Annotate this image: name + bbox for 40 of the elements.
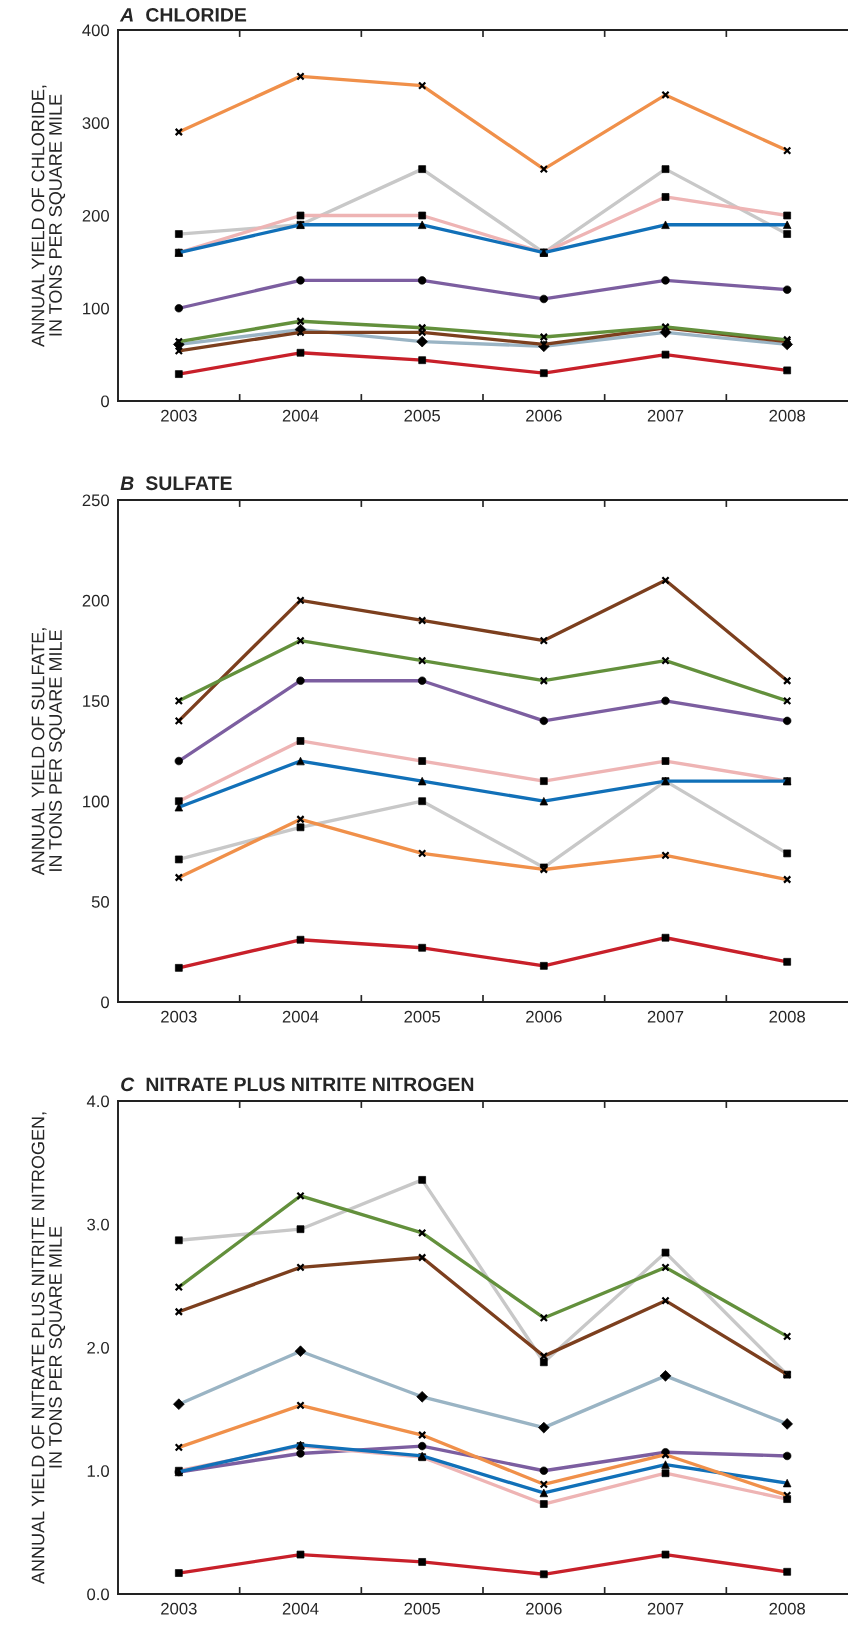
y-tick-label: 4.0: [86, 1095, 110, 1108]
y-axis-title: ANNUAL YIELD OF SULFATE, IN TONS PER SQUARE MILE: [31, 628, 66, 876]
x-tick-label: 2007: [647, 1010, 684, 1023]
y-tick-label: 100: [83, 795, 110, 808]
chart-title: C NITRATE PLUS NITRITE NITROGEN: [121, 1077, 474, 1092]
y-tick-label: 50: [91, 896, 110, 908]
y-tick-label: 0: [101, 996, 110, 1009]
y-tick-label: 250: [82, 494, 110, 507]
x-tick-label: 2007: [647, 1602, 684, 1615]
x-tick-label: 2005: [404, 1010, 441, 1023]
y-tick-label: 2.0: [87, 1341, 110, 1354]
y-tick-label: 150: [83, 695, 110, 707]
y-tick-label: 0: [101, 395, 110, 408]
x-tick-label: 2007: [647, 409, 684, 422]
y-axis-title: ANNUAL YIELD OF CHLORIDE, IN TONS PER SQUARE MILE: [31, 85, 66, 347]
y-tick-label: 1.0: [87, 1465, 110, 1477]
x-tick-label: 2006: [526, 409, 562, 422]
x-tick-label: 2008: [769, 1010, 805, 1023]
x-tick-label: 2004: [282, 1602, 319, 1615]
x-tick-label: 2003: [161, 409, 197, 422]
x-tick-label: 2004: [282, 1010, 319, 1023]
x-tick-label: 2004: [282, 409, 319, 422]
y-tick-label: 400: [82, 24, 110, 37]
y-tick-label: 3.0: [87, 1218, 110, 1231]
x-tick-label: 2008: [769, 1602, 805, 1615]
y-axis-title: ANNUAL YIELD OF NITRATE PLUS NITRITE NITROGEN, IN TONS PER SQUARE MILE: [31, 1112, 66, 1585]
y-tick-label: 200: [82, 209, 110, 222]
chart-title: B SULFATE: [120, 476, 232, 491]
x-tick-label: 2005: [404, 1602, 441, 1615]
x-tick-label: 2006: [526, 1602, 562, 1615]
x-tick-label: 2003: [161, 1010, 197, 1023]
x-tick-label: 2008: [769, 409, 805, 422]
x-tick-label: 2006: [526, 1010, 562, 1023]
x-tick-label: 2003: [161, 1602, 197, 1615]
y-tick-label: 200: [82, 594, 110, 607]
y-tick-label: 0.0: [87, 1588, 110, 1601]
y-tick-label: 300: [82, 117, 110, 129]
x-tick-label: 2005: [404, 409, 441, 422]
chart-title: A CHLORIDE: [119, 7, 247, 22]
y-tick-label: 100: [83, 302, 110, 315]
